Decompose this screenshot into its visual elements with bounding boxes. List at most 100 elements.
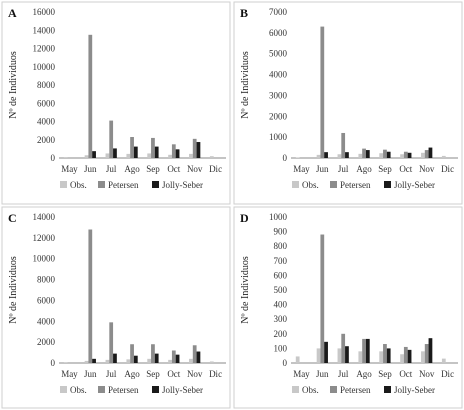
bar-petersen-jun [320,26,325,158]
bar-obs-nov [421,351,425,363]
legend-swatch [60,181,67,188]
x-tick-label: Jun [84,164,97,174]
y-tick-label: 0 [51,153,56,163]
bar-petersen-oct [403,346,408,363]
y-tick-label: 6000 [37,98,56,108]
y-axis-title: Nº de Individuos [8,256,19,324]
bar-jolly-seber-oct [407,152,412,158]
bar-petersen-sep [383,149,387,158]
bar-jolly-seber-oct [175,354,180,363]
bar-jolly-seber-nov [428,147,433,158]
bar-obs-oct [400,154,404,158]
legend-swatch [152,181,159,188]
bar-obs-oct [168,359,172,363]
bar-jolly-seber-ago [133,146,138,158]
bar-petersen-jun [320,234,325,363]
bar-petersen-ago [362,338,366,363]
x-tick-label: May [293,369,310,379]
y-tick-label: 3000 [269,90,288,100]
y-tick-label: 8000 [37,80,56,90]
bar-jolly-seber-ago [365,150,370,158]
x-tick-label: Dic [209,369,222,379]
legend-swatch [384,386,391,393]
bar-obs-jun [84,155,89,158]
y-tick-label: 10000 [33,254,56,264]
panel-d: D 0 100 200 300 400 500 600 700 800 900 1000 Nº de I… [233,206,463,409]
x-tick-label: May [61,164,78,174]
bar-jolly-seber-jun [324,152,328,158]
x-tick-label: Jul [106,369,117,379]
bar-obs-dic [209,361,214,363]
y-tick-label: 900 [274,227,288,237]
legend-swatch [152,386,159,393]
x-tick-label: Ago [356,369,372,379]
legend-label: Petersen [108,180,139,190]
bar-petersen-ago [362,148,366,158]
x-tick-label: Dic [441,369,454,379]
bar-obs-jun [316,154,321,158]
bar-obs-jul [337,154,342,158]
y-tick-label: 800 [274,241,288,251]
panel-letter: B [240,6,248,20]
bar-obs-jul [105,359,110,363]
bar-petersen-oct [171,350,176,363]
bar-petersen-ago [130,344,134,363]
y-tick-label: 4000 [37,316,56,326]
bar-jolly-seber-jun [324,341,328,363]
legend-label: Petersen [340,180,371,190]
y-tick-label: 14000 [33,212,56,222]
legend-label: Jolly-Seber [394,385,435,395]
bar-obs-oct [400,354,404,363]
y-axis-title: Nº de Individuos [240,51,251,119]
x-tick-label: Oct [167,164,180,174]
bar-obs-sep [379,351,384,363]
bar-obs-jul [337,348,342,363]
bar-petersen-oct [403,151,408,158]
y-axis-title: Nº de Individuos [8,51,19,119]
legend-swatch [384,181,391,188]
panel-b: B 0 1000 2000 3000 4000 5000 6000 7000 Nº de Indi… [233,1,463,205]
bar-obs-jun [316,348,321,363]
bar-jolly-seber-jul [113,148,117,158]
y-tick-label: 16000 [33,7,56,17]
bar-petersen-sep [151,344,155,363]
bar-jolly-seber-ago [365,338,370,363]
x-tick-label: May [61,369,78,379]
bar-jolly-seber-oct [407,349,412,363]
legend-swatch [292,386,299,393]
y-tick-label: 8000 [37,275,56,285]
bar-jolly-seber-sep [386,348,391,363]
y-tick-label: 6000 [269,28,288,38]
y-tick-label: 300 [274,314,288,324]
bar-petersen-nov [424,344,429,363]
bar-obs-dic [441,155,446,158]
bar-petersen-nov [192,138,197,158]
y-tick-label: 1000 [269,212,288,222]
bar-jolly-seber-jul [113,353,117,363]
panel-letter: A [8,6,17,20]
bar-petersen-oct [171,144,176,158]
panel-frame [233,206,463,409]
panel-frame [1,206,231,409]
y-tick-label: 2000 [37,135,56,145]
y-tick-label: 1000 [269,132,288,142]
bar-obs-sep [379,153,384,158]
legend-label: Obs. [70,180,87,190]
legend-swatch [60,386,67,393]
bar-obs-ago [126,359,131,363]
bar-jolly-seber-ago [133,355,138,363]
legend-label: Jolly-Seber [162,180,203,190]
bar-petersen-jun [88,34,93,159]
bar-obs-sep [147,153,152,158]
x-tick-label: May [293,164,310,174]
x-tick-label: Jun [316,164,329,174]
x-tick-label: Nov [419,369,435,379]
x-tick-label: Ago [356,164,372,174]
x-tick-label: Jul [106,164,117,174]
legend-swatch [98,181,105,188]
x-tick-label: Sep [146,164,160,174]
x-tick-label: Ago [124,164,140,174]
x-tick-label: Sep [146,369,160,379]
bar-petersen-sep [151,137,155,158]
bar-obs-nov [189,358,193,363]
